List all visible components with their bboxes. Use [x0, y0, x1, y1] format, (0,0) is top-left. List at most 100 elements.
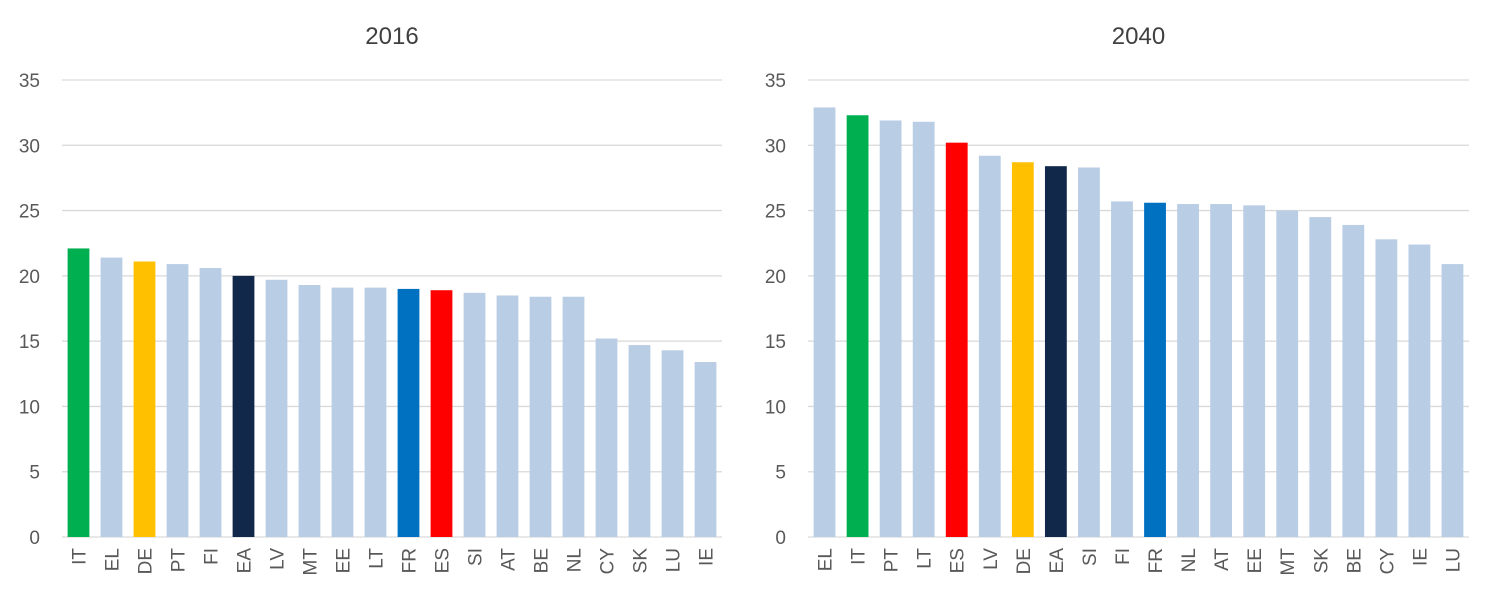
bar-IT — [67, 248, 90, 538]
x-tick-label: LT — [367, 548, 388, 569]
bar-NL — [1177, 204, 1199, 538]
x-tick-label: IE — [1410, 548, 1431, 566]
bar-ES — [945, 142, 968, 537]
bar-AT — [1210, 204, 1233, 538]
y-tick-label: 30 — [19, 136, 40, 157]
x-tick-label: SK — [631, 548, 652, 574]
bar-FR — [1144, 202, 1166, 538]
bar-BE — [1342, 224, 1365, 538]
x-tick-label: ES — [948, 548, 969, 573]
y-tick-label: 25 — [765, 202, 786, 223]
y-tick-label: 10 — [765, 397, 786, 418]
x-tick-label: EA — [1047, 548, 1068, 574]
x-tick-label: EE — [334, 548, 355, 573]
bar-ES — [430, 290, 453, 537]
bar-MT — [1276, 210, 1299, 538]
x-tick-label: PT — [169, 548, 190, 573]
y-tick-label: 20 — [765, 267, 786, 288]
bar-IT — [846, 115, 869, 538]
bar-LV — [978, 155, 1001, 537]
x-tick-label: LV — [268, 548, 289, 570]
x-tick-label: LV — [981, 548, 1002, 570]
x-tick-label: ES — [433, 548, 454, 573]
bar-EL — [100, 257, 123, 537]
x-tick-label: FR — [400, 548, 421, 573]
x-tick-label: IT — [849, 548, 870, 565]
bar-LU — [661, 350, 684, 537]
chart-panel-2040: 2040 0 5 10 15 20 25 30 35 EL IT PT LT ES LV DE EA SI FI FR… — [765, 23, 1469, 575]
y-tick-label: 35 — [765, 71, 786, 92]
x-tick-label: AT — [499, 548, 520, 571]
bar-SI — [1078, 167, 1100, 538]
x-tick-label: FR — [1146, 548, 1167, 573]
x-tick-label: LT — [915, 548, 936, 569]
y-tick-label: 20 — [19, 267, 40, 288]
bar-DE — [1011, 162, 1034, 537]
chart-panel-2016: 2016 0 5 10 15 20 25 30 35 IT EL DE PT FI EA LV MT EE LT FR… — [19, 23, 722, 575]
y-tick-label: 25 — [19, 202, 40, 223]
y-tick-label: 15 — [19, 332, 40, 353]
x-tick-label: EL — [816, 548, 837, 571]
x-tick-label: SK — [1311, 548, 1332, 574]
x-tick-label: PT — [882, 548, 903, 573]
bar-SK — [628, 345, 651, 537]
x-tick-label: NL — [565, 548, 586, 572]
x-tick-label: BE — [532, 548, 553, 573]
bar-FR — [397, 288, 420, 537]
bar-LT — [364, 287, 387, 537]
bar-LV — [265, 279, 288, 537]
bar-DE — [133, 261, 156, 537]
x-tick-label: NL — [1179, 548, 1200, 572]
y-tick-label: 0 — [775, 528, 786, 549]
x-tick-label: EA — [235, 548, 256, 574]
x-tick-label: DE — [136, 548, 157, 574]
x-tick-label: IT — [70, 548, 91, 565]
bar-IE — [694, 362, 717, 537]
y-tick-label: 0 — [29, 528, 40, 549]
x-tick-label: EL — [103, 548, 124, 571]
x-tick-label: MT — [301, 548, 322, 576]
bar-EE — [1243, 205, 1266, 537]
x-tick-label: DE — [1014, 548, 1035, 574]
bar-SI — [463, 292, 486, 537]
bar-EL — [813, 107, 836, 538]
y-tick-label: 5 — [29, 463, 40, 484]
chart-title: 2040 — [1112, 23, 1165, 50]
x-tick-label: CY — [1377, 548, 1398, 575]
x-tick-label: BE — [1344, 548, 1365, 573]
bar-PT — [166, 264, 189, 537]
bar-CY — [595, 338, 618, 537]
bar-LU — [1441, 264, 1464, 537]
bar-MT — [298, 284, 321, 537]
bar-NL — [562, 296, 585, 537]
bar-AT — [496, 295, 519, 537]
chart-title: 2016 — [365, 23, 418, 50]
bar-IE — [1408, 244, 1431, 537]
bar-EE — [331, 287, 354, 537]
bar-FI — [199, 268, 222, 537]
bar-PT — [879, 120, 902, 537]
x-tick-label: LU — [664, 548, 685, 572]
x-tick-label: LU — [1443, 548, 1464, 572]
y-tick-label: 30 — [765, 136, 786, 157]
x-tick-label: SI — [1080, 548, 1101, 566]
x-tick-label: FI — [1113, 548, 1134, 565]
x-tick-label: FI — [202, 548, 223, 565]
y-tick-label: 15 — [765, 332, 786, 353]
y-tick-label: 35 — [19, 71, 40, 92]
x-tick-label: AT — [1212, 548, 1233, 571]
bar-SK — [1309, 217, 1332, 537]
x-tick-label: CY — [598, 548, 619, 575]
y-tick-label: 5 — [775, 463, 786, 484]
bar-FI — [1111, 201, 1133, 537]
x-tick-label: EE — [1245, 548, 1266, 573]
x-tick-label: SI — [466, 548, 487, 566]
x-tick-label: MT — [1278, 548, 1299, 576]
bar-LT — [912, 121, 935, 537]
bar-EA — [232, 275, 255, 537]
x-tick-label: IE — [697, 548, 718, 566]
y-tick-label: 10 — [19, 397, 40, 418]
bar-BE — [529, 296, 552, 537]
